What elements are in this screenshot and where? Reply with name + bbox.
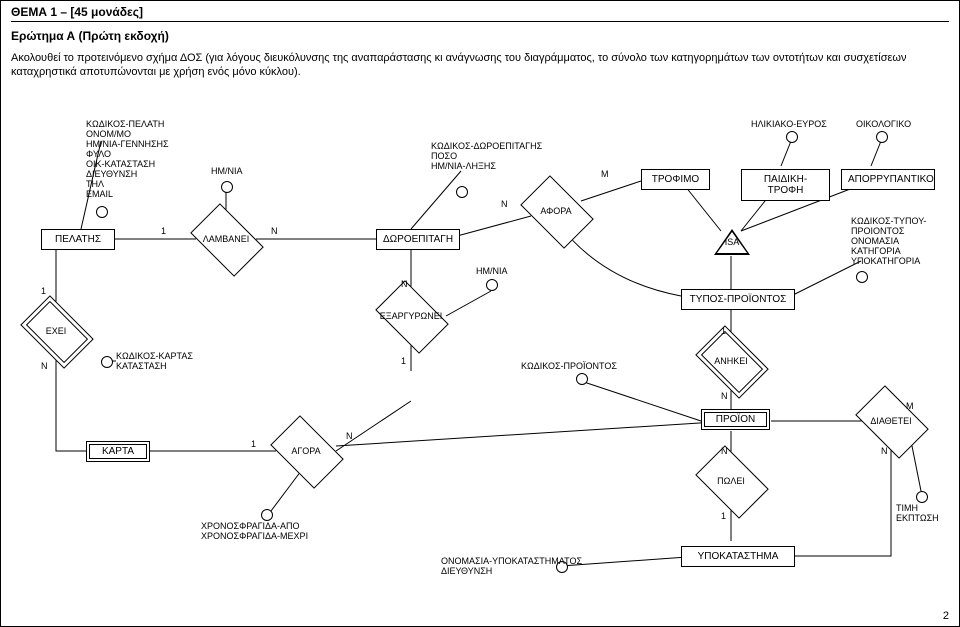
card-nc: N bbox=[401, 279, 408, 289]
attr-karta: ΚΩΔΙΚΟΣ-ΚΑΡΤΑΣ ΚΑΤΑΣΤΑΣΗ bbox=[116, 351, 193, 371]
isa-triangle: ISA bbox=[714, 229, 750, 255]
er-edges bbox=[1, 1, 959, 626]
attr-lambanei: ΗΜ/ΝΙΑ bbox=[211, 166, 243, 176]
entity-paidiki-trofi: ΠΑΙΔΙΚΗ-ΤΡΟΦΗ bbox=[741, 169, 830, 201]
attr-ypokat: ΟΝΟΜΑΣΙΑ-ΥΠΟΚΑΤΑΣΤΗΜΑΤΟΣ ΔΙΕΥΘΥΝΣΗ bbox=[441, 556, 582, 576]
attr-circle-doro bbox=[456, 186, 468, 198]
page: { "header":"ΘΕΜΑ 1 – [45 μονάδες]", "sub… bbox=[0, 0, 960, 627]
attr-doro: ΚΩΔΙΚΟΣ-ΔΩΡΟΕΠΙΤΑΓΗΣ ΠΟΣΟ ΗΜ/ΝΙΑ-ΛΗΞΗΣ bbox=[431, 141, 542, 171]
rel-exei: ΕΧΕΙ bbox=[26, 311, 86, 351]
rel-lambanei: ΛΑΜΒΑΝΕΙ bbox=[196, 219, 256, 259]
attr-circle-proion bbox=[576, 373, 588, 385]
attr-circle-agora bbox=[261, 509, 273, 521]
attr-circle-pelatis bbox=[96, 206, 108, 218]
rel-afora: ΑΦΟΡΑ bbox=[526, 191, 586, 231]
attr-circle-paidiki bbox=[786, 131, 798, 143]
attr-exarg: ΗΜ/ΝΙΑ bbox=[476, 266, 508, 276]
question-subheader: Ερώτημα Α (Πρώτη εκδοχή) bbox=[11, 29, 169, 43]
page-number: 2 bbox=[943, 610, 949, 622]
entity-proion: ΠΡΟΪΟΝ bbox=[701, 409, 770, 430]
attr-circle-lambanei bbox=[221, 181, 233, 193]
intro-paragraph: Ακολουθεί το προτεινόμενο σχήμα ΔΟΣ (για… bbox=[11, 51, 949, 80]
entity-ypokatastima: ΥΠΟΚΑΤΑΣΤΗΜΑ bbox=[681, 546, 795, 567]
card-m: M bbox=[601, 169, 609, 179]
rel-exargyronei: ΕΞΑΡΓΥΡΩΝΕΙ bbox=[381, 296, 441, 336]
attr-circle-exarg bbox=[486, 279, 498, 291]
entity-typos-proiontos: ΤΥΠΟΣ-ΠΡΟΪΟΝΤΟΣ bbox=[681, 289, 795, 310]
attr-circle-karta bbox=[101, 356, 113, 368]
rel-agora: ΑΓΟΡΑ bbox=[276, 431, 336, 471]
attr-proion: ΚΩΔΙΚΟΣ-ΠΡΟΪΟΝΤΟΣ bbox=[521, 361, 617, 371]
entity-karta: ΚΑΡΤΑ bbox=[86, 441, 150, 462]
card-1: 1 bbox=[161, 226, 166, 236]
entity-pelatis: ΠΕΛΑΤΗΣ bbox=[41, 229, 115, 250]
attr-diathetei: ΤΙΜΗ ΕΚΠΤΩΣΗ bbox=[896, 503, 939, 523]
card-1f: 1 bbox=[721, 511, 726, 521]
entity-trofimo: ΤΡΟΦΙΜΟ bbox=[641, 169, 710, 190]
card-1b: 1 bbox=[41, 286, 46, 296]
attr-aporr: ΟΙΚΟΛΟΓΙΚΟ bbox=[856, 119, 911, 129]
card-mg: M bbox=[906, 401, 914, 411]
attr-circle-diathetei bbox=[916, 491, 928, 503]
entity-doroepitagi: ΔΩΡΟΕΠΙΤΑΓΗ bbox=[376, 229, 460, 250]
attr-paidiki: ΗΛΙΚΙΑΚΟ-ΕΥΡΟΣ bbox=[751, 119, 827, 129]
attr-pelatis: ΚΩΔΙΚΟΣ-ΠΕΛΑΤΗ ΟΝΟΜ/ΜΟ ΗΜ/ΝΙΑ-ΓΕΝΝΗΣΗΣ Φ… bbox=[86, 119, 169, 199]
card-nf: N bbox=[721, 446, 728, 456]
attr-typos: ΚΩΔΙΚΟΣ-ΤΥΠΟΥ- ΠΡΟΙΟΝΤΟΣ ΟΝΟΜΑΣΙΑ ΚΑΤΗΓΟ… bbox=[851, 216, 926, 266]
rel-anhkei: ΑΝΗΚΕΙ bbox=[701, 341, 761, 381]
attr-circle-aporr bbox=[876, 131, 888, 143]
card-1c: 1 bbox=[401, 356, 406, 366]
card-ne: N bbox=[721, 391, 728, 401]
entity-aporrypantiko: ΑΠΟΡΡΥΠΑΝΤΙΚΟ bbox=[841, 169, 935, 190]
card-ng: N bbox=[881, 446, 888, 456]
rel-polei: ΠΩΛΕΙ bbox=[701, 461, 761, 501]
card-nb: N bbox=[41, 361, 48, 371]
card-1e: 1 bbox=[721, 326, 726, 336]
theme-header: ΘΕΜΑ 1 – [45 μονάδες] bbox=[11, 5, 949, 22]
card-nd: N bbox=[346, 431, 353, 441]
attr-agora: ΧΡΟΝΟΣΦΡΑΓΙΔΑ-ΑΠΟ ΧΡΟΝΟΣΦΡΑΓΙΔΑ-ΜΕΧΡΙ bbox=[201, 521, 308, 541]
attr-circle-typos bbox=[856, 271, 868, 283]
